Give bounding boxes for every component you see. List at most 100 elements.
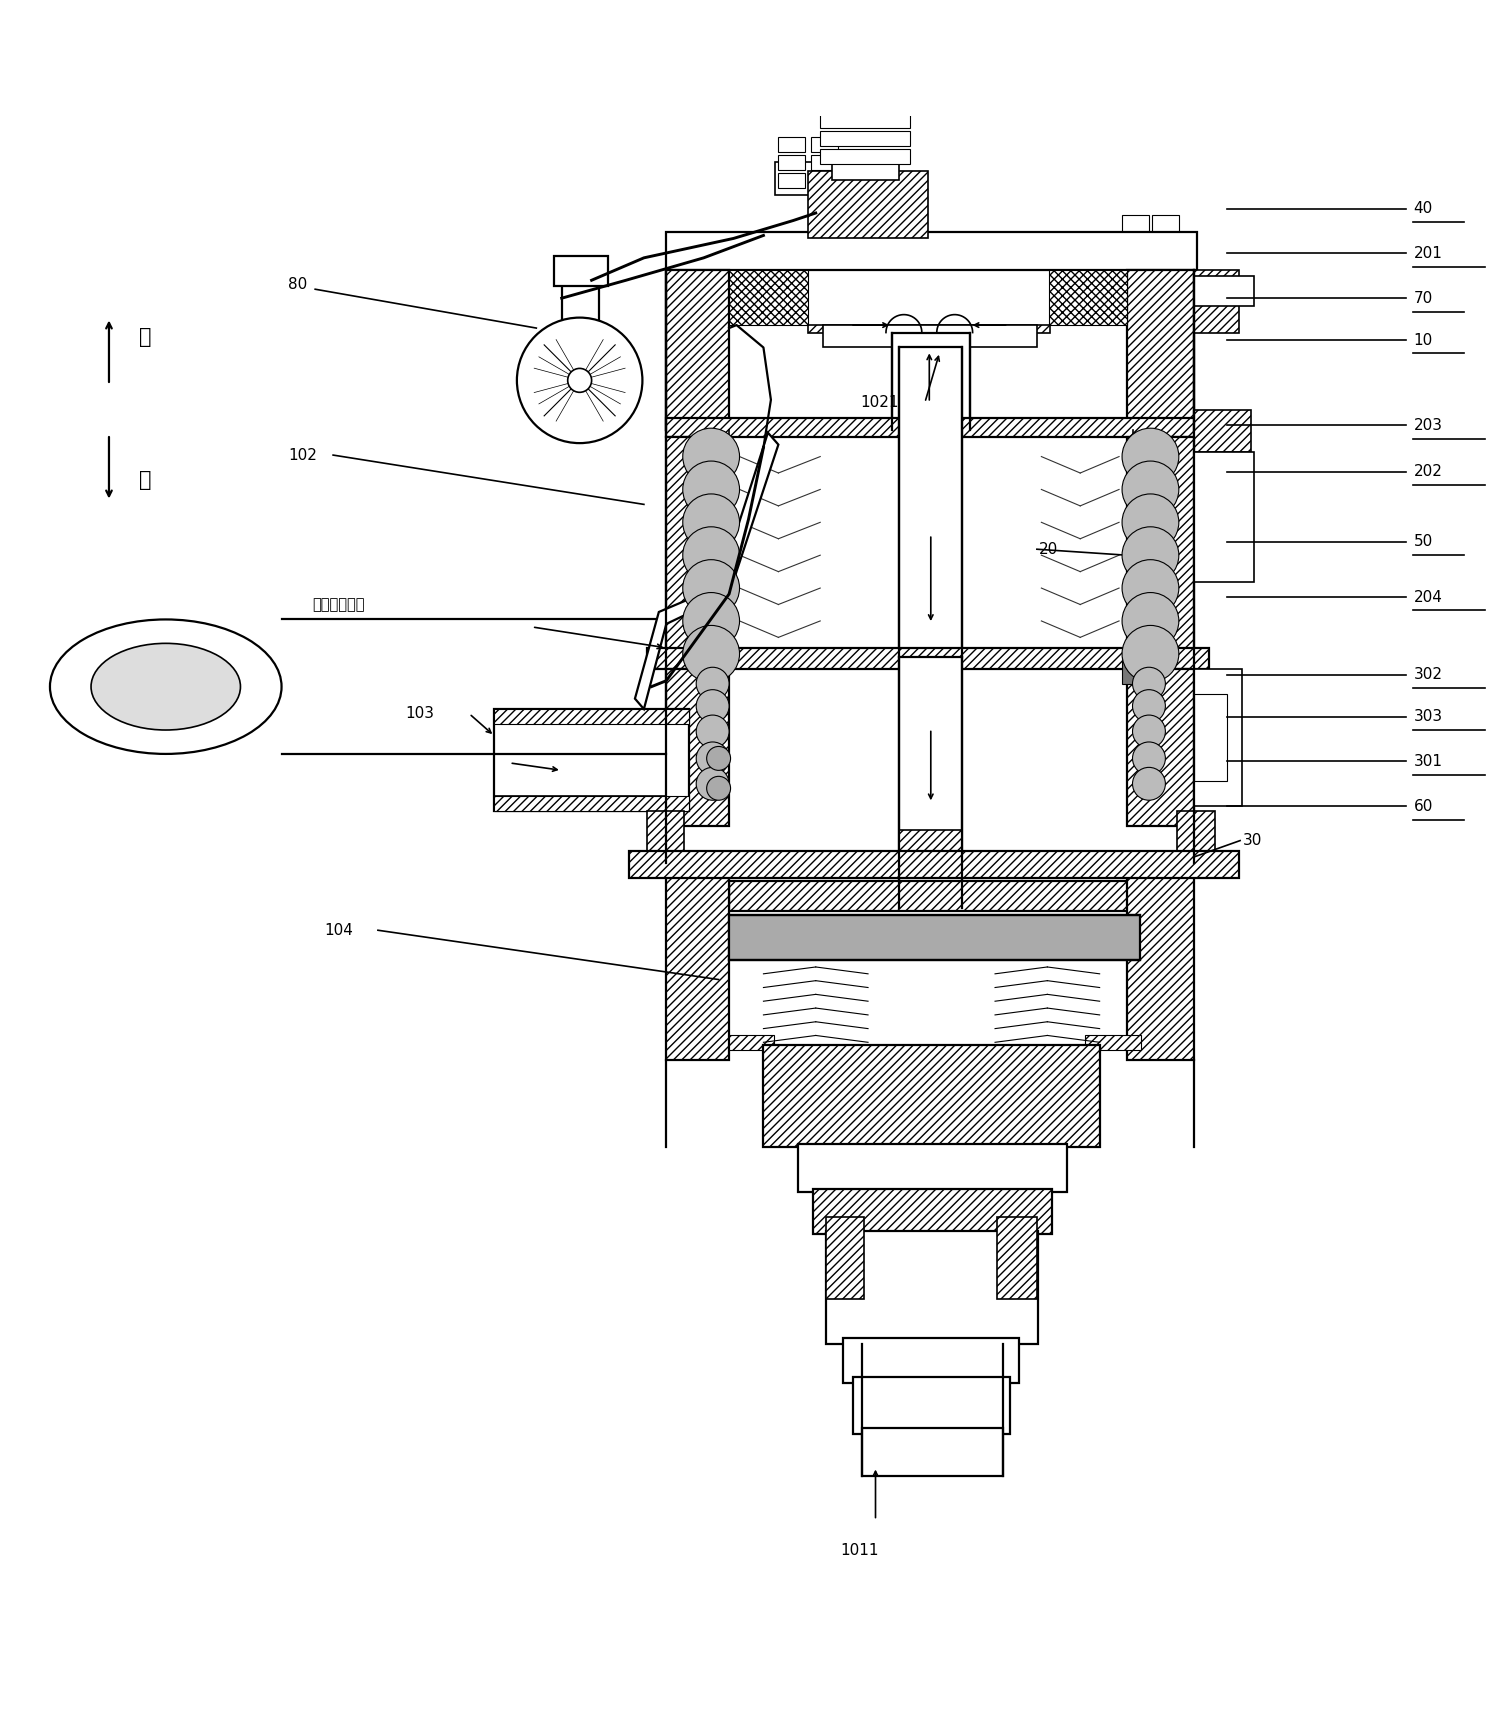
Bar	[826, 1231, 1039, 1345]
Bar	[820, 131, 910, 145]
Bar	[1193, 269, 1238, 333]
Text: 202: 202	[1413, 464, 1442, 480]
Circle shape	[683, 625, 740, 682]
Bar	[798, 1144, 1067, 1191]
Bar	[1085, 1036, 1142, 1049]
Bar	[1193, 694, 1226, 780]
Circle shape	[1123, 625, 1178, 682]
Bar	[820, 112, 910, 128]
Bar	[892, 333, 970, 430]
Text: 上: 上	[139, 326, 151, 347]
Text: 301: 301	[1413, 754, 1443, 768]
Circle shape	[1133, 715, 1165, 747]
Bar	[1127, 269, 1193, 430]
Bar	[778, 173, 805, 188]
Text: 204: 204	[1413, 590, 1442, 604]
Circle shape	[683, 461, 740, 518]
Bar	[820, 148, 910, 164]
Bar	[494, 796, 689, 811]
Circle shape	[1123, 461, 1178, 518]
Bar	[729, 269, 808, 324]
Bar	[808, 324, 1051, 333]
Bar	[811, 173, 838, 188]
Bar	[813, 1189, 1052, 1234]
Bar	[912, 658, 948, 683]
Circle shape	[696, 668, 729, 701]
Bar	[1127, 668, 1193, 825]
Bar	[1151, 235, 1178, 254]
Circle shape	[1123, 592, 1178, 649]
Bar	[1193, 452, 1253, 582]
Text: 排气气流走向: 排气气流走向	[313, 597, 365, 613]
Bar	[900, 347, 963, 658]
Circle shape	[683, 559, 740, 616]
Text: 70: 70	[1413, 290, 1433, 306]
Bar	[666, 437, 729, 658]
Circle shape	[696, 715, 729, 747]
Bar	[862, 1427, 1003, 1476]
Bar	[1049, 269, 1127, 324]
Circle shape	[567, 368, 591, 392]
Circle shape	[707, 746, 731, 770]
Text: 20: 20	[1039, 542, 1057, 557]
Circle shape	[1123, 559, 1178, 616]
Bar	[1177, 811, 1214, 863]
Circle shape	[683, 494, 740, 551]
Ellipse shape	[91, 644, 241, 730]
Bar	[900, 658, 963, 908]
Bar	[778, 136, 805, 152]
Circle shape	[1133, 742, 1165, 775]
Text: 1021: 1021	[861, 395, 900, 411]
Bar	[811, 155, 838, 169]
Circle shape	[707, 777, 731, 801]
Text: 103: 103	[404, 706, 434, 721]
Bar	[775, 162, 883, 195]
Bar	[647, 811, 684, 863]
Bar	[853, 1377, 1010, 1434]
Bar	[843, 1338, 1019, 1383]
Circle shape	[683, 526, 740, 583]
Circle shape	[696, 742, 729, 775]
Circle shape	[696, 690, 729, 723]
Circle shape	[1123, 428, 1178, 485]
Bar	[561, 276, 599, 328]
Text: 104: 104	[325, 923, 353, 937]
Text: 50: 50	[1413, 535, 1433, 549]
Circle shape	[683, 592, 740, 649]
Text: 40: 40	[1413, 200, 1433, 216]
Bar	[647, 647, 1208, 668]
Bar	[1151, 214, 1178, 233]
Bar	[900, 830, 963, 853]
Text: 10: 10	[1413, 333, 1433, 347]
Bar	[1127, 437, 1193, 658]
Polygon shape	[635, 433, 778, 709]
Bar	[729, 1036, 774, 1049]
Circle shape	[683, 428, 740, 485]
Bar	[811, 136, 838, 152]
Bar	[1123, 235, 1150, 254]
Bar	[1193, 668, 1241, 806]
Text: 201: 201	[1413, 245, 1442, 261]
Bar	[1193, 411, 1250, 452]
Bar	[826, 1217, 864, 1300]
Circle shape	[696, 768, 729, 801]
Text: 30: 30	[1243, 834, 1262, 847]
Bar	[554, 257, 608, 287]
Text: 102: 102	[289, 447, 317, 463]
Bar	[494, 709, 689, 811]
Bar	[666, 418, 1193, 437]
Text: 303: 303	[1413, 709, 1443, 725]
Bar	[666, 668, 729, 825]
Text: 下: 下	[139, 471, 151, 490]
Text: 1011: 1011	[840, 1543, 879, 1559]
Bar	[832, 150, 900, 180]
Bar	[823, 324, 1037, 347]
Text: 203: 203	[1413, 418, 1443, 433]
Ellipse shape	[49, 620, 281, 754]
Bar	[778, 155, 805, 169]
Bar	[1123, 658, 1135, 683]
Text: 60: 60	[1413, 799, 1433, 813]
Bar	[1193, 276, 1253, 306]
Bar	[997, 1217, 1037, 1300]
Bar	[666, 863, 729, 1060]
